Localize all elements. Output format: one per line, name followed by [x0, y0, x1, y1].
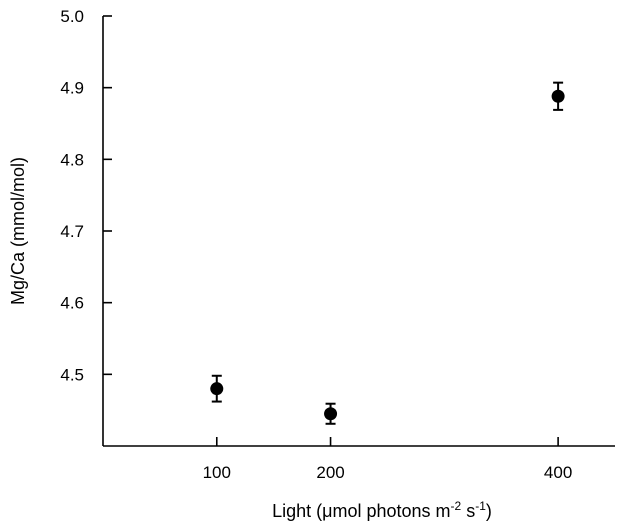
y-axis-title: Mg/Ca (mmol/mol) [8, 157, 28, 305]
x-tick-label: 400 [544, 463, 572, 482]
y-ticks: 4.5 4.6 4.7 4.8 4.9 5.0 [60, 7, 112, 384]
x-axis-title-sup-2: -1 [475, 499, 486, 513]
data-point [324, 407, 338, 421]
x-axis-title-middle: mol photons m [332, 501, 450, 521]
x-axis-title: Light (μmol photons m-2 s-1) [272, 499, 492, 521]
y-tick-label: 4.6 [60, 294, 84, 313]
data-points [210, 81, 565, 425]
y-tick-label: 4.8 [60, 150, 84, 169]
x-axis-title-space: s [461, 501, 475, 521]
y-tick-label: 5.0 [60, 7, 84, 26]
y-tick-label: 4.7 [60, 222, 84, 241]
x-ticks: 100 200 400 [203, 437, 572, 482]
axes [102, 16, 615, 447]
x-axis-title-prefix: Light ( [272, 501, 322, 521]
data-point [551, 89, 565, 103]
data-point [210, 382, 224, 396]
x-tick-label: 100 [203, 463, 231, 482]
y-tick-label: 4.5 [60, 365, 84, 384]
x-axis-title-mu: μ [322, 501, 332, 521]
y-tick-label: 4.9 [60, 79, 84, 98]
x-axis-title-sup-1: -2 [451, 499, 462, 513]
x-tick-label: 200 [316, 463, 344, 482]
x-axis-title-suffix: ) [486, 501, 492, 521]
